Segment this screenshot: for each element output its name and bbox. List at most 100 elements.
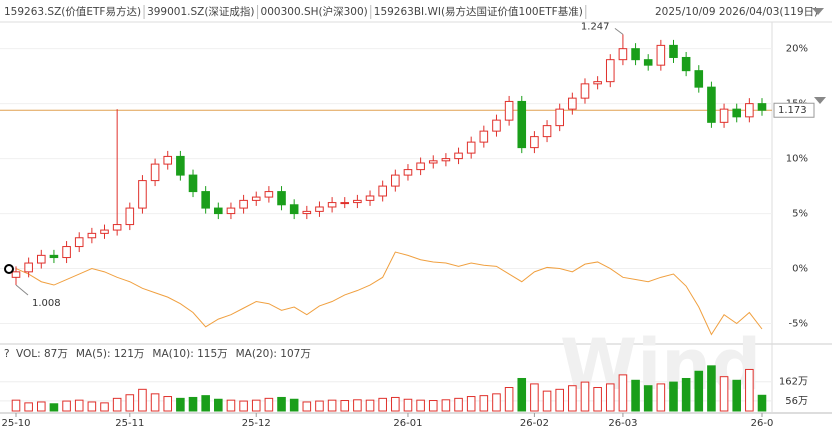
volume-bar [315, 400, 324, 412]
candle-body [593, 81, 602, 85]
candle-body [239, 199, 248, 209]
candle-body [214, 207, 223, 215]
volume-bar [138, 388, 147, 412]
annotation-arrow [15, 284, 29, 296]
date-range: 2025/10/09 2026/04/03(119日) [655, 6, 818, 18]
volume-bar [150, 393, 160, 412]
dropdown-icon[interactable] [812, 8, 824, 15]
candle-body [605, 59, 615, 83]
candle-body [315, 206, 324, 212]
candle-body [757, 103, 767, 111]
candle-body [555, 108, 564, 127]
volume-bar [239, 400, 248, 412]
help-icon[interactable]: ? [4, 348, 10, 360]
candle-body [707, 86, 716, 123]
candle-body [441, 158, 451, 162]
candle-body [568, 97, 577, 110]
candle-body [163, 155, 173, 165]
volume-bar [289, 398, 299, 412]
candle-body [656, 44, 666, 66]
candle-body [416, 162, 425, 171]
x-tick-label: 26-02 [520, 418, 549, 429]
annotation: 1.008 [32, 298, 61, 309]
candle-body [378, 185, 387, 197]
legend-item: 000300.SH(沪深300) [261, 5, 368, 18]
volume-bar [214, 398, 223, 412]
candle-body [87, 232, 97, 239]
y-tick-label: -5% [789, 319, 808, 330]
candle-body [403, 169, 413, 176]
candle-body [264, 191, 274, 198]
candle-body [100, 229, 109, 234]
volume-bar [188, 396, 198, 412]
volume-bar [555, 388, 564, 412]
candle-body [150, 163, 160, 182]
candle-body [327, 202, 337, 208]
x-tick-label: 25-10 [1, 418, 30, 429]
legend-item: 159263BI.WI(易方达国证价值100ETF基准) [374, 5, 583, 18]
volume-bar [36, 401, 46, 412]
candle-body [694, 70, 704, 88]
volume-bar [264, 397, 274, 412]
volume-bar [125, 394, 135, 412]
volume-bar [428, 400, 438, 412]
volume-bar [757, 394, 767, 412]
last-price-tag [773, 102, 815, 118]
volume-bar [580, 381, 590, 412]
volume-bar [49, 403, 59, 412]
volume-bar [277, 396, 286, 412]
volume-bar [707, 365, 716, 412]
candle-body [732, 108, 742, 118]
candle-body [11, 271, 21, 278]
volume-bar [719, 376, 729, 412]
candle-body [201, 191, 210, 209]
candle-body [479, 130, 489, 143]
candle-body [125, 207, 135, 226]
volume-bar [416, 399, 425, 412]
volume-bar [656, 383, 666, 412]
candle-body [340, 202, 350, 205]
candle-body [580, 83, 590, 99]
volume-bar [163, 396, 173, 412]
volume-bar [605, 383, 615, 412]
candle-body [138, 180, 147, 209]
x-tick-label: 25-12 [242, 418, 271, 429]
volume-bar [251, 399, 261, 412]
candle-body [631, 48, 640, 61]
legend-item: 399001.SZ(深证成指) [147, 5, 254, 18]
candle-body [681, 56, 691, 72]
candle-body [454, 152, 463, 160]
volume-bar [403, 398, 413, 412]
candle-body [277, 191, 286, 206]
volume-bar [745, 368, 754, 412]
last-price-label: 1.173 [778, 105, 807, 116]
candle-body [504, 100, 514, 121]
candle-body [49, 254, 59, 259]
volume-bar [74, 399, 84, 412]
y-tick-label: 20% [786, 44, 808, 55]
volume-bar [24, 402, 33, 412]
volume-bar [353, 399, 362, 412]
x-tick-label: 26-03 [608, 418, 637, 429]
volume-bar [454, 397, 463, 412]
candle-body [36, 254, 46, 264]
volume-bar [694, 370, 704, 412]
dropdown-icon[interactable] [814, 97, 826, 104]
candle-body [112, 224, 122, 231]
y-tick-label: 5% [792, 209, 808, 220]
candle-body [719, 108, 729, 123]
volume-bar [732, 379, 742, 412]
candle-body [74, 237, 84, 248]
candle-body [188, 174, 198, 193]
volume-bar [176, 397, 185, 412]
candle-body [517, 100, 527, 149]
volume-bar [542, 390, 552, 412]
candle-body [251, 196, 261, 201]
candle-body [24, 262, 33, 273]
x-tick-label: 26-0 [751, 418, 774, 429]
volume-bar [643, 385, 653, 412]
volume-bar [365, 399, 375, 412]
volume-bar [87, 401, 97, 412]
comparison-line [15, 251, 763, 336]
